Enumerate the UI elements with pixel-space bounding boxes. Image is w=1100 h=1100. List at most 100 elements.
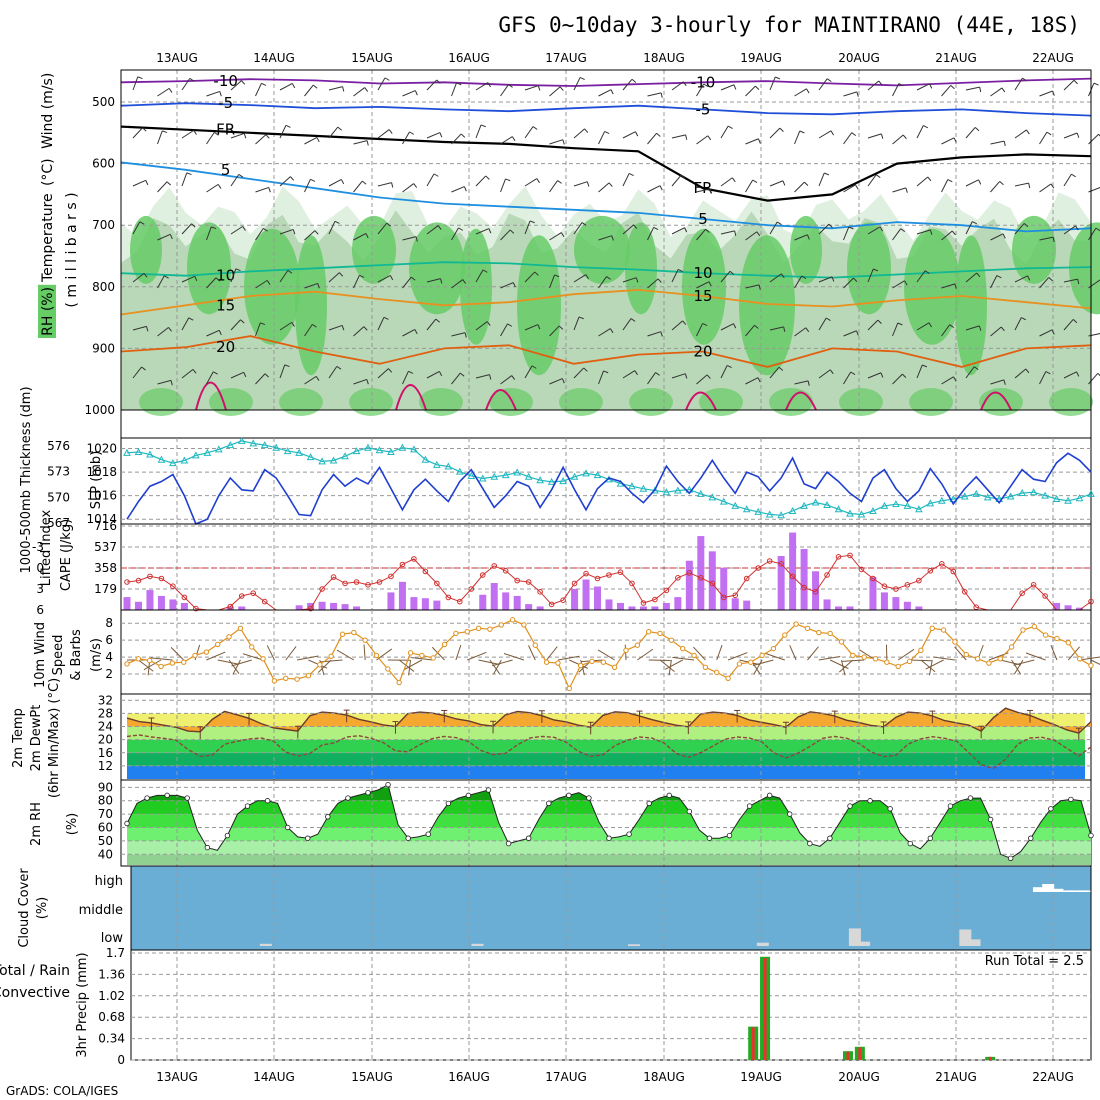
wind-barb-flag	[902, 134, 907, 140]
wind10m-marker	[1031, 623, 1037, 630]
wind-barb	[573, 274, 587, 283]
rh-high-area	[739, 235, 795, 376]
rh2m-marker	[927, 835, 934, 841]
wind-barb-flag	[211, 226, 217, 230]
lifted-index-marker	[124, 579, 130, 585]
wind-barb	[892, 187, 907, 193]
wind-barb-flag	[855, 184, 859, 190]
wind-barb-flag	[677, 268, 683, 273]
wind-barb	[720, 365, 728, 379]
wind-barb-flag	[775, 76, 781, 80]
wind-barb	[524, 178, 538, 187]
cape-bar	[180, 602, 188, 610]
wind-barb	[647, 278, 659, 289]
thickness-marker	[306, 453, 315, 461]
wind-barb-flag	[603, 370, 609, 374]
wind-barb	[402, 131, 410, 145]
wind-barb-flag	[929, 83, 933, 89]
wind-barb	[132, 272, 145, 283]
cape-bar	[800, 548, 808, 610]
date-tick-top: 18AUG	[643, 51, 685, 65]
thickness-marker	[410, 445, 418, 453]
wind-barb-flag	[581, 222, 587, 226]
date-tick-top: 15AUG	[351, 51, 393, 65]
cape-bar	[685, 560, 693, 610]
wind-barb-flag	[310, 178, 316, 182]
wind-barb-flag	[752, 179, 758, 184]
wind-barb-flag	[168, 327, 173, 332]
wind-barb-flag	[242, 226, 246, 231]
wind-barb-flag	[312, 84, 318, 89]
wind-barb-flag	[462, 279, 467, 284]
wind10m-marker	[498, 622, 504, 628]
wind-barb	[206, 371, 214, 385]
lifted-index-marker	[847, 552, 853, 559]
wind-barb-flag	[856, 330, 859, 336]
wind-barb-flag	[929, 229, 933, 235]
wind-barb-flag	[608, 182, 613, 187]
wind-barb-flag	[733, 323, 737, 329]
cloud-tick-label: middle	[79, 903, 123, 918]
wind-barb	[965, 272, 978, 283]
rh-high-area	[559, 388, 603, 416]
wind10m-marker	[929, 625, 935, 632]
wind-barb-flag	[391, 182, 394, 188]
wind10m-barb	[528, 645, 536, 661]
cape-bar	[146, 590, 154, 610]
thickness-marker	[582, 469, 590, 477]
isotherm-label: 5	[221, 161, 231, 179]
precip-tick-label: 0	[117, 1053, 125, 1067]
wind-barb	[304, 84, 314, 97]
wind10m-marker	[566, 685, 573, 692]
wind-barb-flag	[241, 80, 246, 85]
cape-bar	[479, 594, 487, 610]
wind-barb	[1039, 329, 1053, 337]
wind10m-barb	[818, 656, 841, 661]
wind-barb-flag	[1002, 233, 1006, 239]
wind-barb-flag	[1000, 326, 1005, 332]
wind-barb-flag	[414, 90, 418, 96]
wind-barb-flag	[359, 274, 365, 278]
lifted-index-marker	[1042, 593, 1048, 599]
wind-barb	[524, 220, 531, 235]
wind-barb-flag	[383, 316, 389, 320]
wind-barb-flag	[557, 180, 562, 184]
wind-barb-flag	[458, 227, 464, 231]
lifted-index-marker	[916, 577, 922, 584]
wind-barb	[696, 188, 711, 193]
wind10m-panel: 8 6 4 2 10m Wind Speed & Barbs (m/s)	[33, 609, 1100, 695]
lifted-index-marker	[445, 594, 452, 601]
wind10m-barb	[317, 659, 332, 673]
thickness-marker	[742, 505, 751, 513]
wind-barb-flag	[757, 377, 761, 383]
cape-bar	[353, 606, 361, 610]
wind-barb	[451, 82, 457, 97]
thickness-marker	[903, 501, 912, 509]
wind10m-barb	[1079, 656, 1100, 661]
wind-barb-flag	[976, 272, 981, 278]
wind10m-marker	[226, 634, 232, 640]
lifted-index-marker	[457, 598, 463, 605]
thickness-marker	[341, 452, 349, 460]
pressure-tick-label: 600	[92, 157, 115, 171]
isotherm-label: FR	[693, 179, 712, 197]
isotherm-line	[120, 335, 1092, 368]
wind10m-barb	[929, 659, 933, 676]
wind-barb	[916, 229, 931, 235]
wind-barb	[843, 277, 854, 289]
slp-line	[126, 452, 1092, 525]
cloud-high-bar	[1042, 884, 1055, 892]
wind-barb-flag	[954, 283, 957, 289]
wind-barb-flag	[1046, 131, 1052, 136]
lifted-index-marker	[686, 570, 693, 576]
wind10m-marker	[124, 661, 130, 667]
wind10m-barb	[228, 659, 240, 675]
wind-barb	[1063, 319, 1074, 331]
wind-barb	[769, 273, 782, 283]
wind10m-marker	[521, 622, 527, 628]
wind-barb-flag	[953, 376, 957, 382]
wind-barb-flag	[460, 133, 466, 138]
cloud-low-bar	[858, 941, 871, 946]
cape-bar	[398, 581, 406, 610]
wind-barb-flag	[902, 373, 907, 378]
